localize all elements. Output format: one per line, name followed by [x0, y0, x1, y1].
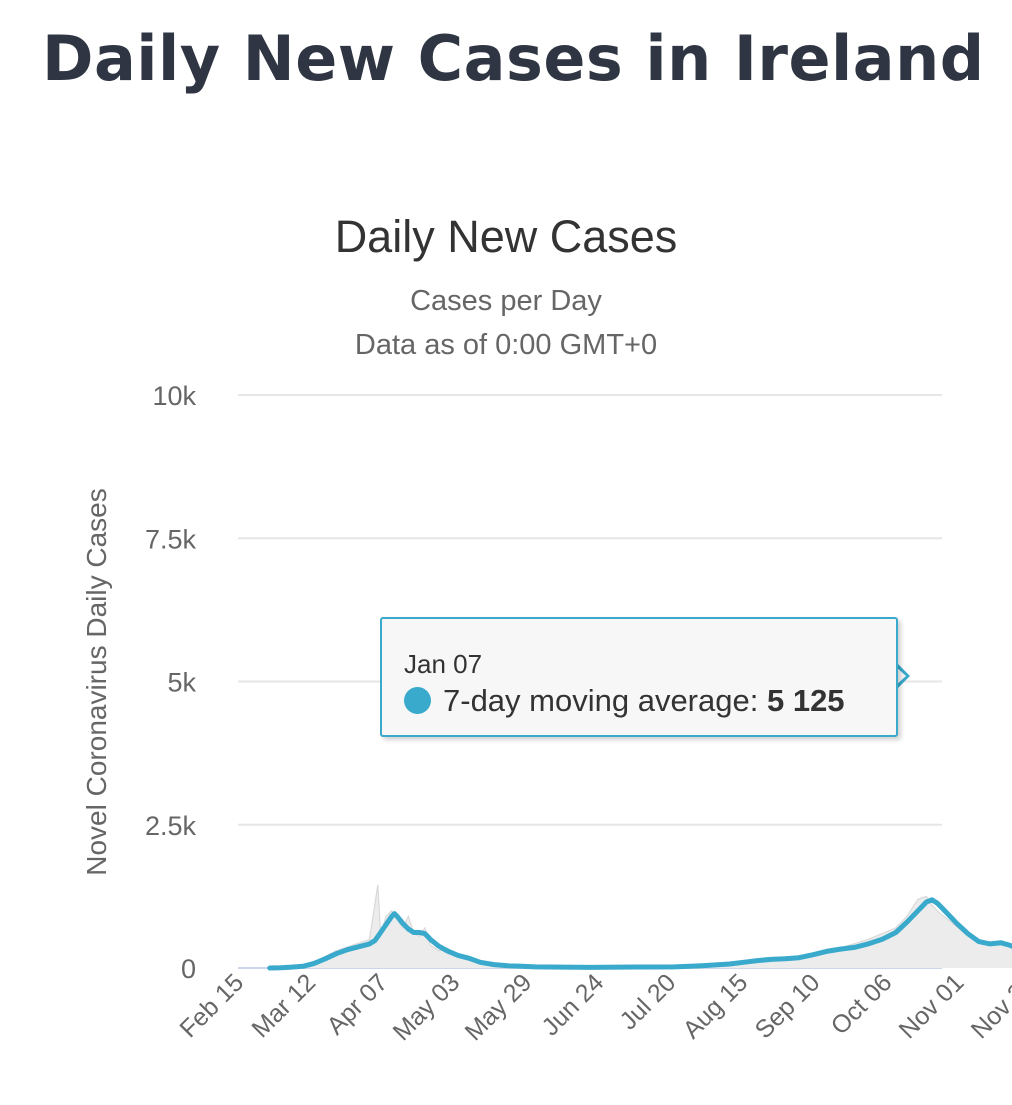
x-tick-label: May 03 — [388, 968, 466, 1046]
x-tick-label: Mar 12 — [246, 968, 321, 1043]
chart-title: Daily New Cases — [335, 211, 678, 262]
tooltip-date: Jan 07 — [404, 649, 483, 679]
y-axis-label: Novel Coronavirus Daily Cases — [81, 488, 112, 875]
y-tick-label: 2.5k — [145, 811, 197, 841]
moving-average-line — [267, 897, 1012, 971]
tooltip-row: 7-day moving average: 5 125 — [404, 683, 845, 719]
page-title: Daily New Cases in Ireland — [42, 22, 985, 95]
series-areas — [269, 884, 1012, 968]
tooltip-value: 5 125 — [766, 683, 845, 718]
chart-subtitle-line-1: Cases per Day — [410, 285, 602, 317]
x-tick-label: Nov 01 — [894, 968, 970, 1044]
y-tick-label: 7.5k — [145, 524, 197, 554]
x-tick-label: Aug 15 — [678, 968, 754, 1044]
y-tick-label: 10k — [152, 381, 196, 411]
y-tick-label: 5k — [167, 668, 196, 698]
series-dot-icon — [404, 687, 431, 714]
x-tick-label: Sep 10 — [750, 968, 826, 1044]
x-tick-label: Apr 07 — [321, 968, 393, 1040]
y-axis-ticks: 0 2.5k 5k 7.5k 10k — [145, 381, 197, 984]
x-tick-label: May 29 — [460, 968, 538, 1046]
x-tick-label: Nov 27 — [966, 968, 1012, 1044]
chart-tooltip: Jan 07 7-day moving average: 5 125 — [380, 617, 898, 737]
daily-cases-area — [269, 884, 1012, 968]
series-lines — [267, 884, 1012, 971]
chart-subtitle-line-2: Data as of 0:00 GMT+0 — [355, 329, 657, 361]
y-tick-label: 0 — [181, 954, 196, 984]
x-tick-label: Oct 06 — [826, 968, 898, 1040]
tooltip-series-label: 7-day moving average: — [443, 683, 767, 718]
x-tick-label: Jul 20 — [614, 968, 681, 1035]
x-tick-label: Jun 24 — [536, 968, 609, 1041]
